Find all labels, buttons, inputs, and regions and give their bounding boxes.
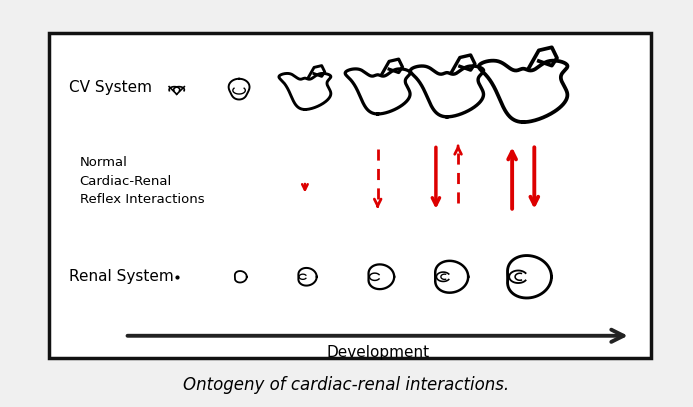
Text: Ontogeny of cardiac-renal interactions.: Ontogeny of cardiac-renal interactions. xyxy=(184,376,509,394)
Polygon shape xyxy=(235,271,247,282)
Polygon shape xyxy=(369,265,394,289)
Polygon shape xyxy=(479,61,568,122)
Polygon shape xyxy=(279,73,331,109)
Text: Renal System: Renal System xyxy=(69,269,174,284)
Polygon shape xyxy=(345,69,410,114)
Polygon shape xyxy=(229,79,249,99)
FancyBboxPatch shape xyxy=(49,33,651,358)
Polygon shape xyxy=(410,66,484,117)
Polygon shape xyxy=(435,261,468,293)
Polygon shape xyxy=(507,256,552,298)
Text: Normal
Cardiac-Renal
Reflex Interactions: Normal Cardiac-Renal Reflex Interactions xyxy=(80,156,204,206)
Polygon shape xyxy=(299,268,317,286)
Text: CV System: CV System xyxy=(69,80,152,95)
Text: Development: Development xyxy=(326,345,429,359)
